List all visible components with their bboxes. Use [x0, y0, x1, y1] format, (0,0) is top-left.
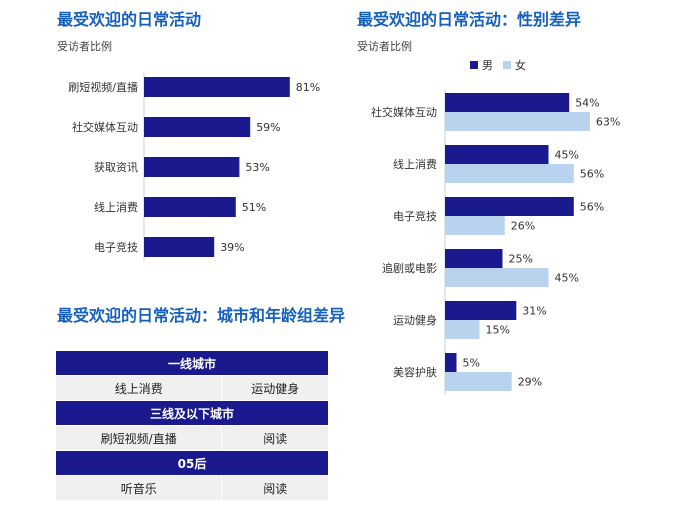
- category-label: 社交媒体互动: [371, 105, 437, 119]
- category-label: 刷短视频/直播: [68, 80, 138, 94]
- data-label: 56%: [580, 201, 604, 214]
- data-label: 29%: [518, 376, 542, 389]
- bar-male: [445, 145, 549, 164]
- data-label: 25%: [509, 253, 533, 266]
- data-label: 45%: [555, 149, 579, 162]
- data-label: 15%: [486, 324, 510, 337]
- bar: [144, 77, 290, 97]
- chart2-legend: 男 女: [470, 57, 526, 73]
- chart1-title: 最受欢迎的日常活动: [57, 10, 202, 29]
- bar-male: [445, 197, 574, 216]
- category-label: 电子竞技: [393, 209, 437, 223]
- bar-female: [445, 164, 574, 183]
- data-label: 81%: [296, 81, 320, 94]
- bar-female: [445, 112, 590, 131]
- bar: [144, 157, 240, 177]
- category-label: 运动健身: [393, 313, 437, 327]
- category-label: 获取资讯: [94, 161, 138, 174]
- data-label: 45%: [555, 272, 579, 285]
- category-label: 线上消费: [94, 200, 138, 214]
- table-cell: 阅读: [221, 425, 328, 450]
- legend-label-male: 男: [482, 59, 493, 72]
- table-cell: 刷短视频/直播: [56, 425, 222, 450]
- table-cell: 线上消费: [56, 375, 222, 400]
- data-label: 39%: [220, 241, 244, 254]
- chart1-subtitle: 受访者比例: [57, 40, 112, 53]
- data-label: 5%: [463, 357, 480, 370]
- data-label: 31%: [522, 305, 546, 318]
- legend-label-female: 女: [515, 59, 526, 72]
- data-label: 53%: [245, 161, 269, 174]
- bar-male: [445, 93, 570, 112]
- chart2-subtitle: 受访者比例: [357, 40, 412, 53]
- table-cell: 听音乐: [56, 475, 222, 500]
- bar-male: [445, 301, 517, 320]
- data-label: 26%: [511, 220, 535, 233]
- bar-female: [445, 372, 512, 391]
- bar-male: [445, 353, 457, 372]
- table-group-header: 三线及以下城市: [56, 400, 328, 425]
- gender-activities-chart: 社交媒体互动54%63%线上消费45%56%电子竞技56%26%追剧或电影25%…: [371, 89, 620, 395]
- data-label: 51%: [242, 201, 266, 214]
- bar-female: [445, 216, 505, 235]
- table-cell: 阅读: [221, 475, 328, 500]
- overall-activities-chart: 刷短视频/直播 81% 社交媒体互动 59% 获取资讯 53% 线上消费 51% 电子竞技 39%: [68, 73, 320, 261]
- category-label: 线上消费: [393, 157, 437, 171]
- bar-female: [445, 268, 549, 287]
- legend-swatch-male: [470, 61, 478, 69]
- data-label: 63%: [596, 116, 620, 129]
- bar-male: [445, 249, 503, 268]
- table-group-header: 一线城市: [56, 351, 328, 375]
- table-cell: 运动健身: [221, 375, 328, 400]
- legend-swatch-female: [503, 61, 511, 69]
- category-label: 追剧或电影: [382, 261, 437, 275]
- city-age-table: 一线城市 线上消费 运动健身 三线及以下城市 刷短视频/直播 阅读 05后 听音…: [56, 351, 328, 500]
- category-label: 美容护肤: [393, 365, 437, 379]
- bar-female: [445, 320, 480, 339]
- table-group-header: 05后: [56, 450, 328, 475]
- bar: [144, 237, 215, 257]
- category-label: 电子竞技: [94, 240, 138, 254]
- chart3-title: 最受欢迎的日常活动：城市和年龄组差异: [57, 306, 346, 325]
- data-label: 54%: [575, 97, 599, 110]
- data-label: 59%: [256, 121, 280, 134]
- data-label: 56%: [580, 168, 604, 181]
- category-label: 社交媒体互动: [72, 120, 138, 134]
- bar: [144, 197, 236, 217]
- bar: [144, 117, 251, 137]
- chart2-title: 最受欢迎的日常活动：性别差异: [357, 10, 582, 29]
